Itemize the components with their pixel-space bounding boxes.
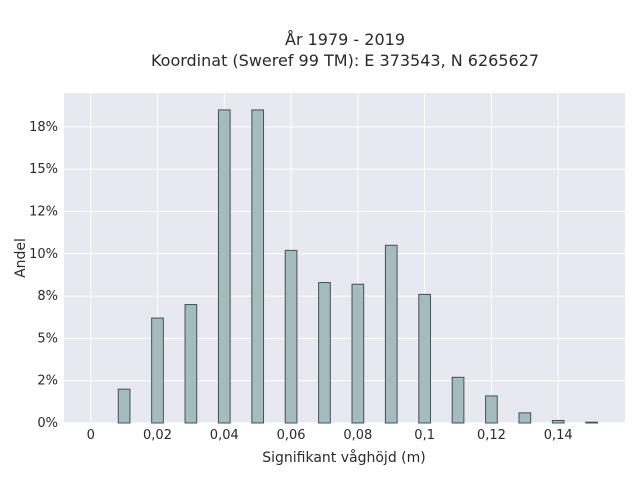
- bar: [551, 419, 565, 424]
- bar: [518, 412, 532, 424]
- y-tick-label: 15%: [29, 162, 58, 177]
- y-tick-labels: 0% 2% 5% 8% 10% 12% 15% 18%: [29, 120, 58, 431]
- bar: [251, 109, 265, 424]
- bar: [585, 421, 598, 424]
- x-tick-labels: 0 0,02 0,04 0,06 0,08 0,1 0,12 0,14: [87, 428, 573, 443]
- x-tick-label: 0,08: [343, 428, 372, 443]
- y-tick-label: 8%: [37, 289, 58, 304]
- x-tick-label: 0,12: [477, 428, 506, 443]
- bar: [485, 395, 498, 424]
- x-tick-label: 0: [87, 428, 95, 443]
- plot-area: [64, 93, 625, 423]
- bars: [117, 109, 598, 424]
- bar: [117, 388, 131, 424]
- bar: [184, 304, 198, 424]
- x-tick-label: 0,06: [277, 428, 306, 443]
- y-tick-label: 18%: [29, 120, 58, 135]
- chart-title: År 1979 - 2019: [285, 30, 405, 49]
- x-tick-label: 0,14: [544, 428, 573, 443]
- bar: [351, 283, 365, 424]
- chart-subtitle: Koordinat (Sweref 99 TM): E 373543, N 62…: [151, 51, 539, 70]
- y-tick-label: 5%: [37, 331, 58, 346]
- y-tick-label: 12%: [29, 204, 58, 219]
- bar: [318, 282, 331, 424]
- y-tick-label: 2%: [37, 374, 58, 389]
- bar: [151, 317, 164, 424]
- x-axis-title: Signifikant våghöjd (m): [262, 449, 425, 466]
- bar: [217, 109, 231, 424]
- y-tick-label: 10%: [29, 247, 58, 262]
- bar: [418, 293, 431, 424]
- bar: [284, 249, 298, 424]
- bar: [384, 244, 398, 424]
- x-tick-label: 0,1: [414, 428, 435, 443]
- bar: [451, 376, 465, 424]
- x-tick-label: 0,02: [143, 428, 172, 443]
- y-tick-label: 0%: [37, 416, 58, 431]
- x-tick-label: 0,04: [210, 428, 239, 443]
- y-axis-title: Andel: [13, 238, 29, 278]
